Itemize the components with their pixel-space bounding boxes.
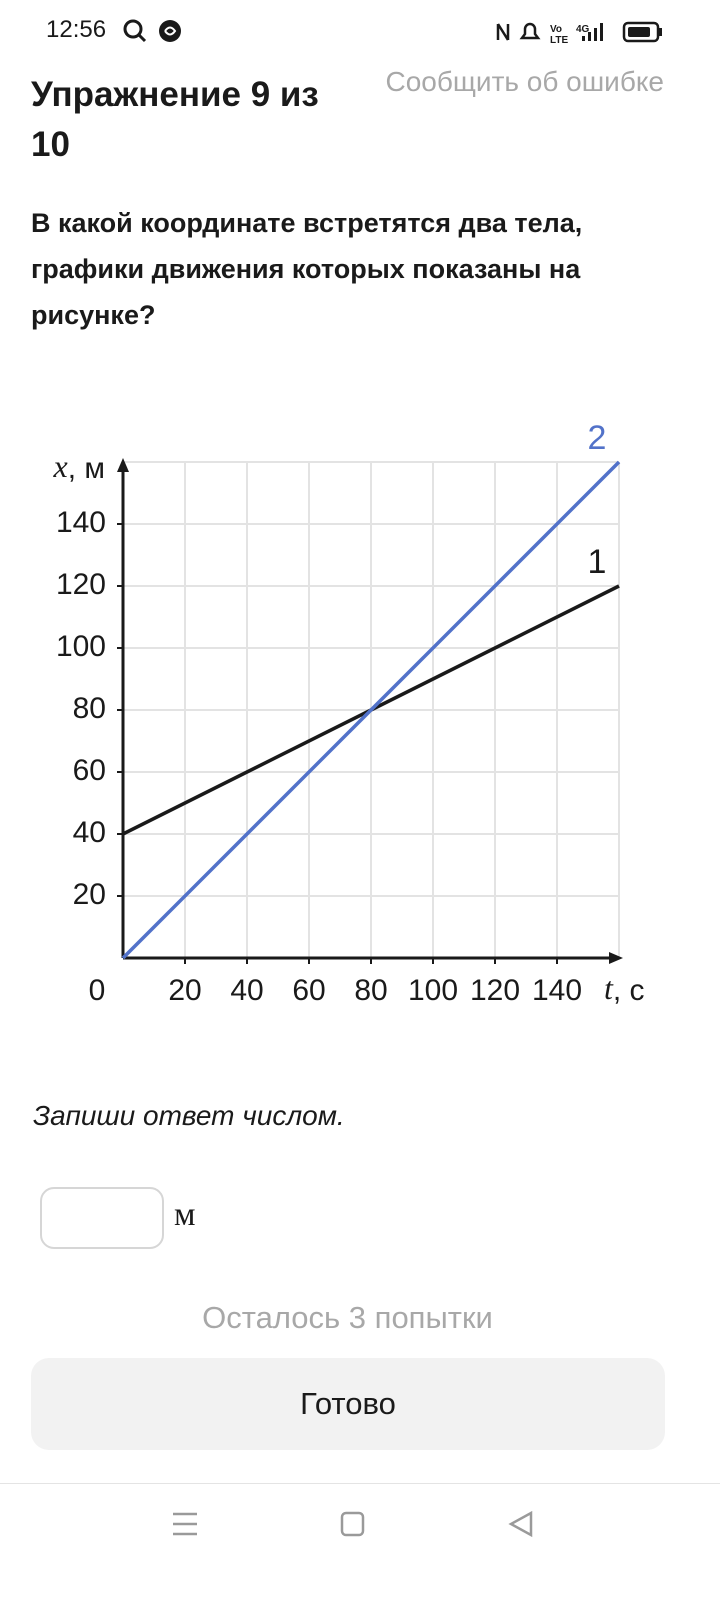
status-icons-left	[123, 19, 181, 43]
x-tick-label: 100	[408, 974, 458, 1007]
report-error-link[interactable]: Сообщить об ошибке	[385, 66, 664, 97]
nav-menu[interactable]	[173, 1512, 197, 1536]
y-tick-label: 140	[56, 506, 106, 539]
y-tick-label: 60	[73, 754, 106, 787]
x-tick-label: 20	[168, 974, 201, 1007]
x-axis-arrow	[609, 952, 623, 964]
x-tick-label: 80	[354, 974, 387, 1007]
y-axis-arrow	[117, 458, 129, 472]
svg-text:Vo: Vo	[550, 24, 562, 35]
y-tick-label: 20	[73, 878, 106, 911]
series-label: 1	[588, 543, 607, 581]
status-time: 12:56	[46, 16, 107, 43]
x-axis-unit: , с	[613, 974, 645, 1007]
origin-label: 0	[89, 974, 106, 1007]
y-axis-var: x	[53, 448, 68, 484]
question-text: В какой координате встретятся два тела, …	[31, 208, 583, 330]
x-tick-label: 60	[292, 974, 325, 1007]
svg-text:LTE: LTE	[550, 35, 568, 46]
nav-separator	[0, 1483, 720, 1484]
series-label: 2	[588, 420, 607, 457]
exercise-title: Упражнение 9 из 10	[31, 75, 319, 164]
y-tick-label: 40	[73, 816, 106, 849]
chart: 20 40 60 80 100 120 140 0 20 40 60 80 100 120 140 x, м t…	[53, 420, 645, 1007]
attempts-left: Осталось 3 попытки	[202, 1300, 493, 1335]
y-axis-label: x, м	[53, 448, 106, 485]
nav-back[interactable]	[508, 1510, 533, 1538]
x-tick-label: 120	[470, 974, 520, 1007]
y-axis-unit: , м	[68, 452, 105, 485]
answer-input[interactable]	[40, 1187, 164, 1249]
y-tick-label: 120	[56, 568, 106, 601]
nav-bar	[173, 1510, 533, 1538]
y-tick-label: 80	[73, 692, 106, 725]
answer-unit: м	[174, 1196, 196, 1233]
x-tick-label: 140	[532, 974, 582, 1007]
x-tick-label: 40	[230, 974, 263, 1007]
x-axis-label: t, с	[604, 970, 645, 1007]
y-tick-label: 100	[56, 630, 106, 663]
done-button[interactable]: Готово	[31, 1358, 665, 1450]
x-axis-var: t	[604, 970, 614, 1006]
svg-text:4G: 4G	[576, 24, 590, 35]
instruction: Запиши ответ числом.	[33, 1100, 345, 1131]
series-line	[121, 460, 621, 960]
nav-home[interactable]	[340, 1511, 365, 1537]
